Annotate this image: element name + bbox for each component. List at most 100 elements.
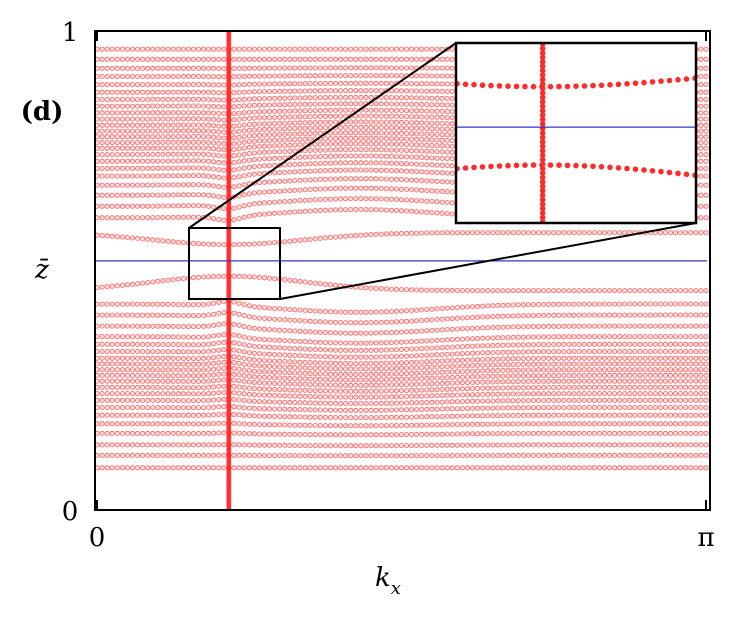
- data-point: [114, 97, 120, 103]
- data-point: [546, 323, 552, 329]
- data-point: [160, 203, 166, 209]
- data-point: [272, 188, 278, 194]
- data-point: [475, 314, 481, 320]
- data-point: [216, 135, 222, 141]
- data-point: [363, 167, 369, 173]
- data-point: [317, 130, 323, 136]
- data-point: [241, 151, 247, 157]
- data-point: [190, 421, 196, 427]
- data-point: [201, 412, 207, 418]
- data-point: [424, 364, 430, 370]
- data-point: [190, 151, 196, 157]
- data-point: [216, 146, 222, 152]
- data-point: [632, 378, 638, 384]
- data-point: [698, 140, 704, 146]
- data-point: [114, 165, 120, 171]
- data-point: [266, 81, 272, 87]
- data-point: [622, 430, 628, 436]
- data-point: [388, 309, 394, 315]
- data-point: [190, 116, 196, 122]
- data-point: [160, 96, 166, 102]
- data-point: [155, 323, 161, 329]
- data-point: [429, 169, 435, 175]
- data-point: [444, 375, 450, 381]
- data-point: [307, 365, 313, 371]
- data-point: [292, 65, 298, 71]
- data-point: [201, 158, 207, 164]
- data-point: [114, 203, 120, 209]
- data-point: [358, 46, 364, 52]
- data-point: [434, 358, 440, 364]
- data-point: [409, 318, 415, 324]
- data-point: [266, 316, 272, 322]
- data-point: [114, 116, 120, 122]
- data-point: [185, 385, 191, 391]
- data-point: [647, 355, 653, 361]
- data-point: [150, 96, 156, 102]
- data-point: [312, 88, 318, 94]
- data-point: [657, 384, 663, 390]
- data-point: [500, 349, 506, 355]
- data-point: [150, 412, 156, 418]
- data-point: [662, 312, 668, 318]
- data-point: [312, 46, 318, 52]
- data-point: [135, 56, 141, 62]
- data-point: [236, 46, 242, 52]
- data-point: [317, 65, 323, 71]
- data-point: [662, 367, 668, 373]
- data-point: [338, 46, 344, 52]
- data-point: [135, 139, 141, 145]
- data-point: [261, 81, 267, 87]
- data-point: [622, 367, 628, 373]
- data-point: [155, 412, 161, 418]
- data-point: [358, 196, 364, 202]
- data-point: [140, 56, 146, 62]
- data-point: [688, 412, 694, 418]
- data-point: [617, 404, 623, 410]
- data-point: [673, 323, 679, 329]
- data-point: [155, 122, 161, 128]
- data-point: [185, 302, 191, 308]
- data-point: [424, 95, 430, 101]
- data-point: [95, 128, 100, 134]
- data-point: [546, 355, 552, 361]
- data-point: [668, 412, 674, 418]
- data-point: [398, 388, 404, 394]
- data-point: [480, 374, 486, 380]
- data-point: [145, 139, 151, 145]
- data-point: [591, 334, 597, 340]
- data-point: [358, 340, 364, 346]
- data-point: [683, 378, 689, 384]
- data-point: [398, 360, 404, 366]
- data-point: [282, 148, 288, 154]
- data-point: [546, 412, 552, 418]
- data-point: [114, 182, 120, 188]
- data-point: [591, 312, 597, 318]
- data-point: [95, 301, 100, 307]
- data-point: [241, 442, 247, 448]
- data-point: [439, 413, 445, 419]
- data-point: [221, 321, 227, 327]
- data-point: [119, 397, 125, 403]
- data-point: [449, 163, 455, 169]
- data-point: [429, 414, 435, 420]
- data-point: [343, 160, 349, 166]
- data-point: [302, 73, 308, 79]
- data-point: [261, 73, 267, 79]
- data-point: [287, 102, 293, 108]
- data-point: [160, 74, 166, 80]
- data-point: [536, 334, 542, 340]
- data-point: [398, 88, 404, 94]
- data-point: [332, 377, 338, 383]
- data-point: [109, 152, 115, 158]
- data-point: [647, 323, 653, 329]
- data-point: [378, 185, 384, 191]
- data-point: [246, 398, 252, 404]
- data-point: [439, 337, 445, 343]
- data-point: [261, 138, 267, 144]
- data-point: [419, 88, 425, 94]
- data-point: [652, 404, 658, 410]
- data-point: [241, 103, 247, 109]
- data-point: [236, 117, 242, 123]
- data-point: [140, 384, 146, 390]
